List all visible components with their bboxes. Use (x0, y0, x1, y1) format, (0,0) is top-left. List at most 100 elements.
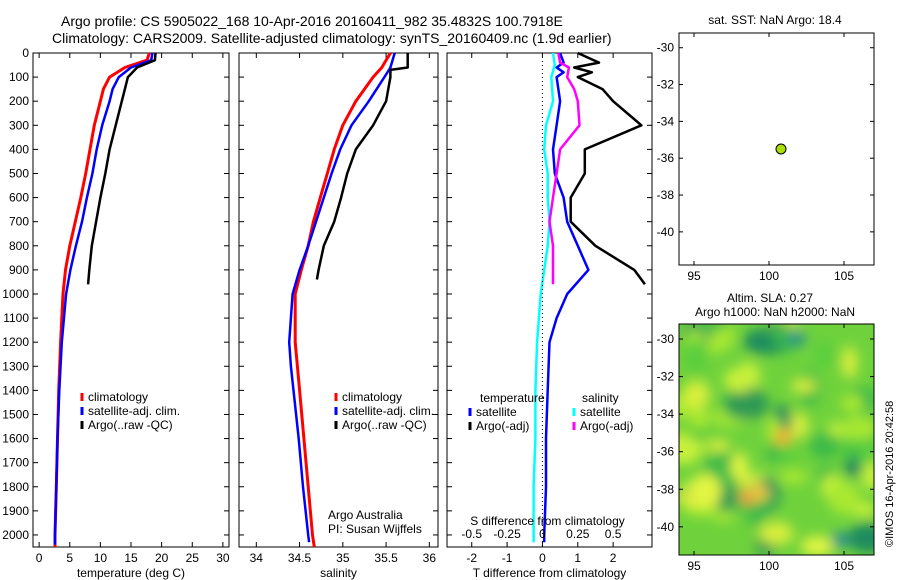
heatmap-cell (682, 339, 710, 374)
heatmap-cell (713, 509, 735, 523)
heatmap-cell (840, 394, 864, 413)
legend-label: satellite-adj. clim. (342, 404, 434, 418)
x-axis-label: temperature (deg C) (77, 566, 185, 580)
x-tick-label: 25 (186, 551, 200, 565)
secondary-tick-label: 0.5 (605, 527, 622, 541)
heatmap-cell (847, 523, 874, 554)
heatmap-cell (841, 346, 858, 379)
heatmap-cell (751, 485, 769, 501)
map-x-tick-label: 95 (687, 269, 701, 283)
heatmap-cell (688, 473, 722, 509)
y-tick-label: 800 (9, 239, 29, 253)
map-y-tick-label: -36 (657, 151, 675, 165)
legend-label: Argo(-adj) (476, 419, 529, 433)
heatmap-cell (694, 324, 728, 332)
secondary-axis-label: S difference from climatology (470, 514, 625, 528)
legend-label: satellite (476, 405, 517, 419)
sla-heatmap (679, 324, 874, 555)
y-tick-label: 300 (9, 118, 29, 132)
heatmap-cell (790, 378, 817, 393)
x-tick-label: 34.5 (288, 551, 312, 565)
legend-label: satellite (580, 405, 621, 419)
heatmap-cell (705, 439, 731, 453)
y-tick-label: 1000 (2, 287, 29, 301)
heatmap-cell (682, 380, 711, 409)
heatmap-cell (723, 367, 755, 393)
legend-heading: salinity (582, 391, 619, 405)
map-x-tick-label: 105 (834, 269, 854, 283)
heatmap-cell (844, 460, 862, 476)
panel-annotation: PI: Susan Wijffels (328, 522, 422, 536)
legend-label: Argo(..raw -QC) (342, 418, 427, 432)
x-tick-label: 10 (94, 551, 108, 565)
y-tick-label: 1800 (2, 480, 29, 494)
panel-frame-differences (446, 52, 653, 548)
series-line-argo--adj- (569, 51, 646, 286)
heatmap-cell (861, 462, 874, 491)
sla-map-title: Altim. SLA: 0.27 (727, 291, 813, 305)
x-axis-label: salinity (320, 566, 357, 580)
x-tick-label: 34 (250, 551, 264, 565)
imos-credit: ©IMOS 16-Apr-2016 20:42:58 (884, 400, 896, 547)
heatmap-cell (788, 330, 806, 346)
series-line-satellite (542, 52, 590, 543)
map-y-tick-label: -34 (657, 407, 675, 421)
map-y-tick-label: -36 (657, 445, 675, 459)
heatmap-cell (688, 406, 711, 429)
legend-heading: temperature (480, 391, 545, 405)
panel-frame-salinity (238, 52, 439, 548)
x-tick-label: 36 (423, 551, 437, 565)
series-line-climatology (293, 52, 392, 548)
x-tick-label: 2 (610, 551, 617, 565)
map-y-tick-label: -30 (657, 41, 675, 55)
y-tick-label: 1400 (2, 383, 29, 397)
map-x-tick-label: 95 (687, 559, 701, 573)
map-y-tick-label: -38 (657, 482, 675, 496)
sst-map-frame (678, 32, 875, 266)
heatmap-cell (686, 428, 715, 441)
series-line-satellite-adj--clim- (287, 52, 396, 543)
heatmap-cell (844, 447, 863, 464)
x-axis-label: T difference from climatology (473, 566, 627, 580)
y-tick-label: 200 (9, 94, 29, 108)
x-tick-label: 0 (36, 551, 43, 565)
heatmap-cell (730, 452, 749, 480)
y-tick-label: 900 (9, 263, 29, 277)
secondary-tick-label: -0.5 (461, 527, 482, 541)
series-line-argo---raw--qc- (86, 52, 157, 285)
float-position-marker (775, 143, 787, 155)
legend-label: satellite-adj. clim. (88, 404, 180, 418)
y-tick-label: 1700 (2, 456, 29, 470)
heatmap-cell (725, 388, 770, 420)
heatmap-cell (828, 480, 861, 515)
figure-title-line1: Argo profile: CS 5905022_168 10-Apr-2016… (61, 13, 563, 29)
secondary-tick-label: 0 (539, 527, 546, 541)
map-y-tick-label: -32 (657, 370, 675, 384)
heatmap-cell (800, 536, 834, 555)
y-tick-label: 1300 (2, 359, 29, 373)
heatmap-cell (778, 469, 809, 484)
y-tick-label: 100 (9, 70, 29, 84)
map-y-tick-label: -38 (657, 188, 675, 202)
y-tick-label: 1100 (3, 311, 29, 325)
x-tick-label: 35 (336, 551, 350, 565)
heatmap-blobs (679, 324, 874, 555)
heatmap-cell (758, 521, 794, 545)
figure-title-line2: Climatology: CARS2009. Satellite-adjuste… (52, 30, 612, 46)
x-tick-label: 0 (539, 551, 546, 565)
y-tick-label: 1600 (2, 432, 29, 446)
map-y-tick-label: -40 (657, 225, 675, 239)
legend-label: Argo(-adj) (580, 419, 633, 433)
series-line-satellite-adj--clim- (53, 52, 154, 545)
sst-map-title: sat. SST: NaN Argo: 18.4 (708, 13, 842, 27)
x-tick-label: 35.5 (374, 551, 398, 565)
heatmap-cell (774, 429, 792, 445)
map-y-tick-label: -34 (657, 114, 675, 128)
sla-map-frame (678, 323, 875, 556)
map-y-tick-label: -32 (657, 78, 675, 92)
map-y-tick-label: -30 (657, 332, 675, 346)
x-tick-label: 20 (155, 551, 169, 565)
legend-label: climatology (342, 390, 402, 404)
heatmap-cell (777, 444, 798, 466)
heatmap-cell (808, 432, 840, 460)
